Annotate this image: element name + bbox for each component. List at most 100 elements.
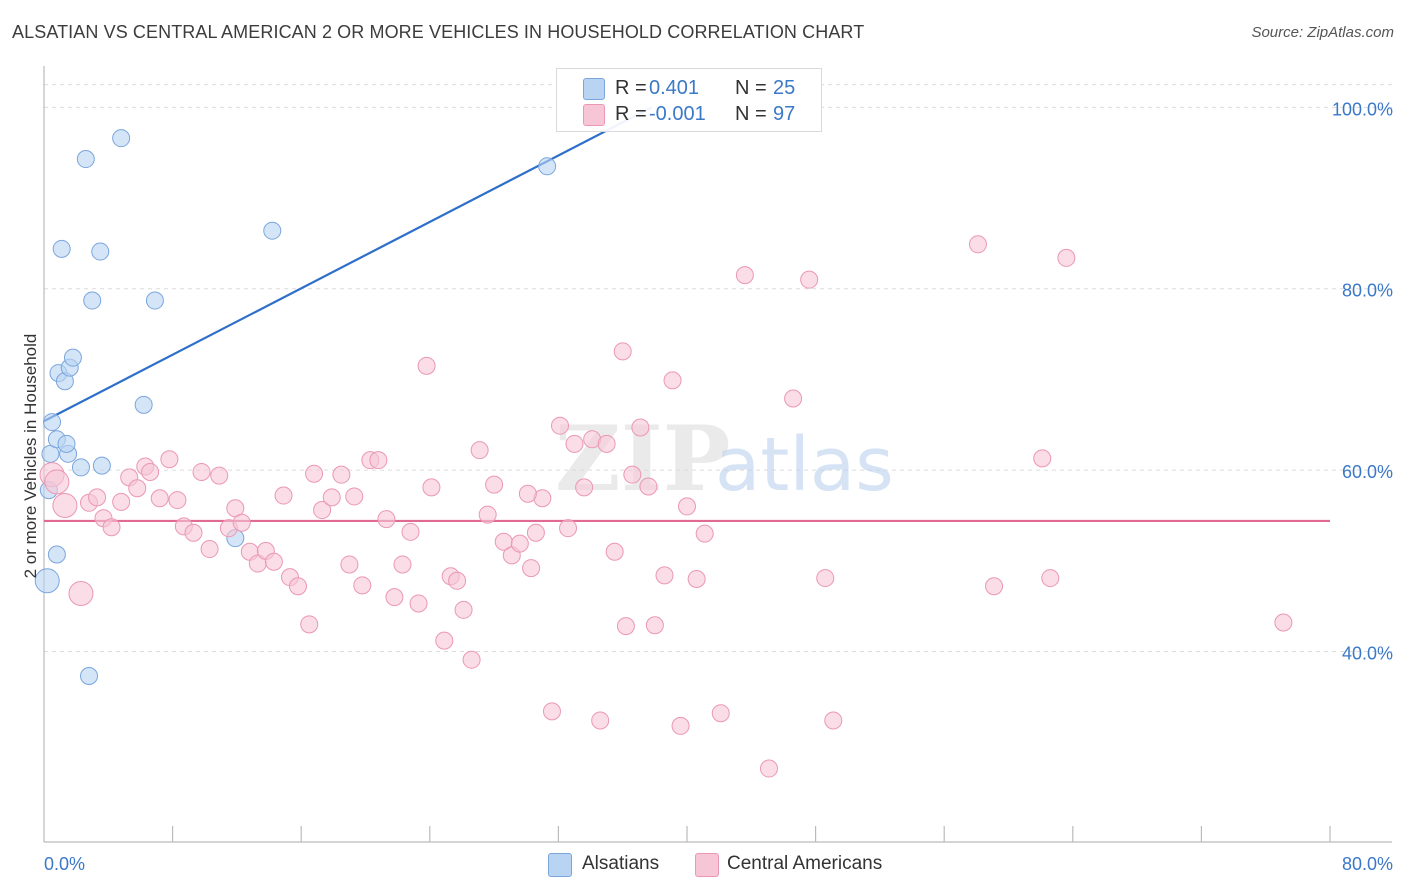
central-american-point xyxy=(44,469,70,495)
central-american-point xyxy=(542,702,561,721)
central-american-point xyxy=(551,416,570,435)
legend-row-alsatians: R = 0.401 N = 25 xyxy=(557,76,821,102)
central-american-point xyxy=(759,759,778,778)
central-american-point xyxy=(462,650,481,669)
central-american-point xyxy=(784,389,803,408)
r-value: 0.401 xyxy=(649,77,700,99)
alsatian-swatch xyxy=(583,78,605,100)
central-american-point xyxy=(102,518,121,537)
central-american-point xyxy=(150,489,169,508)
x-tick-label: 0.0% xyxy=(44,854,85,874)
y-tick-label: 80.0% xyxy=(1342,281,1393,301)
central-american-point xyxy=(264,552,283,571)
central-american-point xyxy=(52,493,78,519)
central-american-point xyxy=(385,588,404,607)
central-american-point xyxy=(340,555,359,574)
chart-title: ALSATIAN VS CENTRAL AMERICAN 2 OR MORE V… xyxy=(12,22,865,42)
central-american-point xyxy=(1041,569,1060,588)
central-american-point xyxy=(478,505,497,524)
central-american-point xyxy=(968,235,987,254)
alsatian-point xyxy=(112,129,131,148)
central-american-point xyxy=(184,523,203,542)
central-american-point xyxy=(313,501,332,520)
legend-label: Alsatians xyxy=(582,853,660,874)
central-american-point xyxy=(518,484,537,503)
r-value: -0.001 xyxy=(649,103,706,125)
alsatian-point xyxy=(52,239,71,258)
central-american-point xyxy=(663,371,682,390)
central-american-point xyxy=(631,418,650,437)
central-american-point xyxy=(88,488,107,507)
central-american-point xyxy=(623,465,642,484)
alsatian-point xyxy=(71,458,90,477)
gridlines xyxy=(44,84,1392,653)
tick-labels: 100.0% 80.0% 60.0% 40.0% 0.0% 80.0% xyxy=(44,99,1393,874)
central-american-point xyxy=(526,523,545,542)
alsatian-point xyxy=(83,291,102,310)
central-american-point xyxy=(393,555,412,574)
n-label: N = xyxy=(735,103,767,125)
alsatian-point xyxy=(43,413,62,432)
r-label: R = xyxy=(615,77,647,99)
central-american-point xyxy=(200,540,219,559)
watermark-atlas: atlas xyxy=(715,422,894,508)
legend-row-central-americans: R = -0.001 N = 97 xyxy=(557,102,821,128)
central-american-point xyxy=(409,594,428,613)
central-american-point xyxy=(448,571,467,590)
central-american-point xyxy=(510,534,529,553)
central-american-point xyxy=(1033,449,1052,468)
central-american-point xyxy=(800,270,819,289)
central-american-point xyxy=(711,704,730,723)
central-american-point xyxy=(353,576,372,595)
central-american-point xyxy=(816,569,835,588)
central-american-point xyxy=(597,434,616,453)
central-american-point xyxy=(565,434,584,453)
central-american-point xyxy=(616,617,635,636)
alsatian-swatch xyxy=(548,853,572,877)
central-american-point xyxy=(232,513,251,532)
alsatian-point xyxy=(57,434,76,453)
data-points xyxy=(34,129,1293,778)
central-american-point xyxy=(605,542,624,561)
central-american-point xyxy=(300,615,319,634)
central-american-point xyxy=(687,569,706,588)
central-american-point xyxy=(613,342,632,361)
source-label: Source: ZipAtlas.com xyxy=(1251,24,1394,41)
central-american-point xyxy=(639,477,658,496)
central-american-point xyxy=(160,450,179,469)
central-american-point xyxy=(322,488,341,507)
alsatian-point xyxy=(91,242,110,261)
central-american-point xyxy=(485,475,504,494)
central-american-point xyxy=(645,616,664,635)
central-american-point xyxy=(274,486,293,505)
central-american-point xyxy=(210,466,229,485)
central-american-point xyxy=(422,478,441,497)
central-american-point xyxy=(1274,613,1293,632)
central-american-swatch xyxy=(695,853,719,877)
alsatian-point xyxy=(538,157,557,176)
central-american-point xyxy=(128,479,147,498)
r-label: R = xyxy=(615,103,647,125)
central-american-point xyxy=(671,716,690,735)
alsatian-point xyxy=(47,545,66,564)
central-american-point xyxy=(824,711,843,730)
central-american-point xyxy=(112,492,131,511)
legend-label: Central Americans xyxy=(727,853,883,874)
alsatian-point xyxy=(76,150,95,169)
central-american-point xyxy=(695,524,714,543)
y-tick-label: 100.0% xyxy=(1332,99,1393,119)
central-american-point xyxy=(345,487,364,506)
alsatian-point xyxy=(63,348,82,367)
central-american-swatch xyxy=(583,104,605,126)
correlation-legend: R = 0.401 N = 25 R = -0.001 N = 97 xyxy=(556,68,822,132)
y-tick-label: 40.0% xyxy=(1342,644,1393,664)
central-american-point xyxy=(522,559,541,578)
alsatian-point xyxy=(80,667,99,686)
n-label: N = xyxy=(735,77,767,99)
central-american-point xyxy=(288,577,307,596)
y-tick-label: 60.0% xyxy=(1342,462,1393,482)
central-american-point xyxy=(168,491,187,510)
alsatian-point xyxy=(263,221,282,240)
central-american-point xyxy=(435,631,454,650)
